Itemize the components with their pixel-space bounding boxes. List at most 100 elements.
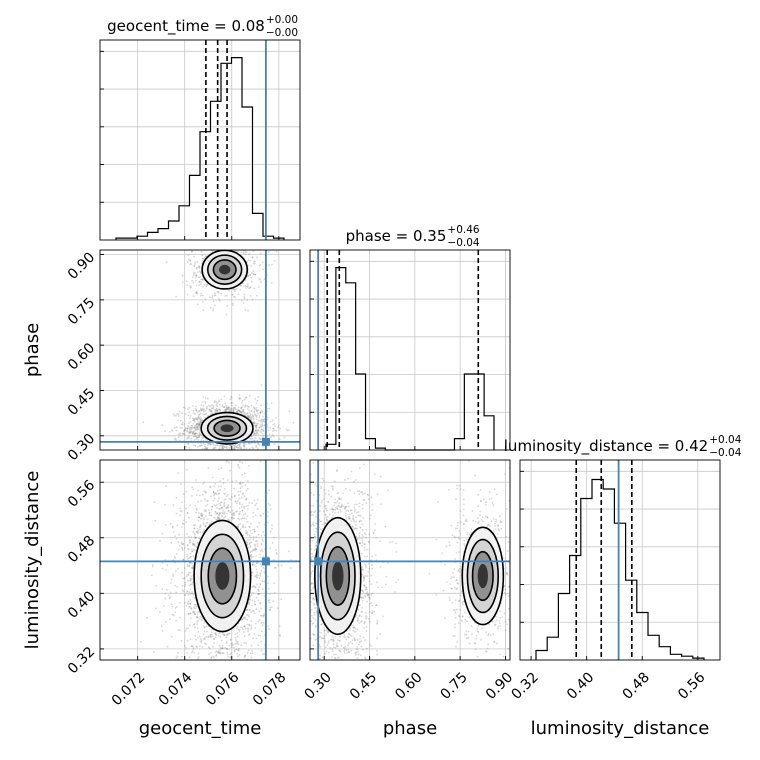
- scatter-point: [202, 257, 205, 260]
- scatter-point: [231, 407, 234, 410]
- scatter-point: [255, 424, 257, 427]
- scatter-point: [248, 624, 251, 627]
- scatter-point: [255, 445, 258, 447]
- scatter-point: [186, 430, 188, 433]
- scatter-point: [224, 295, 227, 297]
- scatter-point: [200, 439, 203, 442]
- scatter-point: [202, 285, 205, 288]
- scatter-point: [208, 514, 211, 516]
- scatter-point: [230, 402, 233, 404]
- scatter-point: [171, 605, 174, 608]
- scatter-point: [201, 254, 204, 257]
- scatter-point: [242, 628, 244, 631]
- scatter-point: [247, 309, 250, 312]
- scatter-point: [205, 510, 208, 513]
- scatter-point: [242, 442, 245, 445]
- scatter-point: [252, 418, 255, 420]
- scatter-point: [232, 410, 235, 412]
- scatter-point: [258, 586, 261, 588]
- scatter-point: [251, 571, 254, 573]
- scatter-point: [192, 647, 195, 650]
- scatter-point: [172, 413, 175, 415]
- scatter-point: [229, 656, 232, 659]
- scatter-point: [199, 294, 202, 297]
- scatter-point: [238, 654, 241, 656]
- scatter-point: [223, 501, 226, 504]
- scatter-point: [235, 410, 238, 413]
- scatter-point: [204, 445, 206, 448]
- scatter-point: [230, 397, 233, 399]
- scatter-point: [209, 405, 212, 408]
- scatter-point: [199, 416, 202, 419]
- scatter-point: [262, 268, 265, 271]
- scatter-point: [187, 443, 190, 446]
- scatter-point: [253, 408, 256, 410]
- scatter-point: [179, 616, 181, 619]
- scatter-point: [196, 627, 199, 630]
- scatter-point: [356, 646, 359, 648]
- scatter-point: [249, 555, 252, 558]
- scatter-point: [254, 273, 257, 276]
- scatter-point: [169, 522, 172, 525]
- scatter-point: [204, 447, 207, 450]
- scatter-point: [216, 402, 219, 405]
- scatter-point: [243, 641, 246, 644]
- scatter-point: [223, 498, 226, 501]
- scatter-point: [191, 405, 194, 407]
- scatter-point: [195, 530, 198, 533]
- scatter-point: [194, 549, 197, 552]
- scatter-point: [246, 623, 249, 626]
- scatter-point: [257, 419, 260, 422]
- scatter-point: [347, 477, 349, 480]
- scatter-point: [215, 403, 218, 406]
- scatter-point: [261, 580, 264, 583]
- scatter-point: [268, 407, 271, 410]
- scatter-point: [249, 551, 252, 554]
- scatter-point: [192, 431, 195, 434]
- scatter-point: [236, 502, 238, 505]
- scatter-point: [164, 524, 167, 526]
- scatter-point: [256, 571, 258, 574]
- scatter-point: [186, 553, 189, 556]
- scatter-point: [197, 423, 199, 425]
- scatter-point: [183, 594, 186, 596]
- scatter-point: [249, 652, 252, 655]
- scatter-point: [229, 638, 232, 641]
- scatter-point: [196, 423, 199, 425]
- scatter-point: [249, 414, 252, 417]
- scatter-point: [226, 512, 228, 515]
- scatter-point: [266, 521, 269, 524]
- scatter-point: [214, 446, 217, 449]
- scatter-point: [257, 620, 260, 623]
- scatter-point: [271, 419, 274, 422]
- scatter-point: [165, 485, 167, 487]
- scatter-point: [191, 433, 194, 435]
- scatter-point: [222, 477, 225, 480]
- scatter-point: [196, 613, 199, 616]
- scatter-point: [219, 489, 221, 491]
- scatter-point: [206, 405, 209, 408]
- scatter-point: [216, 409, 219, 412]
- scatter-point: [164, 592, 167, 595]
- scatter-point: [172, 504, 175, 507]
- scatter-point: [229, 511, 232, 513]
- scatter-point: [270, 402, 273, 405]
- scatter-point: [241, 406, 243, 409]
- scatter-point: [186, 512, 189, 515]
- scatter-point: [177, 472, 180, 474]
- scatter-point: [201, 420, 204, 422]
- scatter-point: [260, 621, 263, 624]
- scatter-point: [198, 635, 201, 638]
- scatter-point: [178, 433, 180, 436]
- scatter-point: [227, 406, 230, 409]
- scatter-point: [310, 558, 313, 561]
- scatter-point: [239, 510, 241, 513]
- scatter-point: [198, 409, 200, 412]
- scatter-point: [210, 656, 213, 659]
- scatter-point: [247, 415, 250, 418]
- scatter-point: [243, 447, 246, 449]
- scatter-point: [210, 514, 213, 517]
- scatter-point: [219, 501, 222, 504]
- scatter-point: [186, 284, 189, 287]
- scatter-point: [226, 294, 228, 297]
